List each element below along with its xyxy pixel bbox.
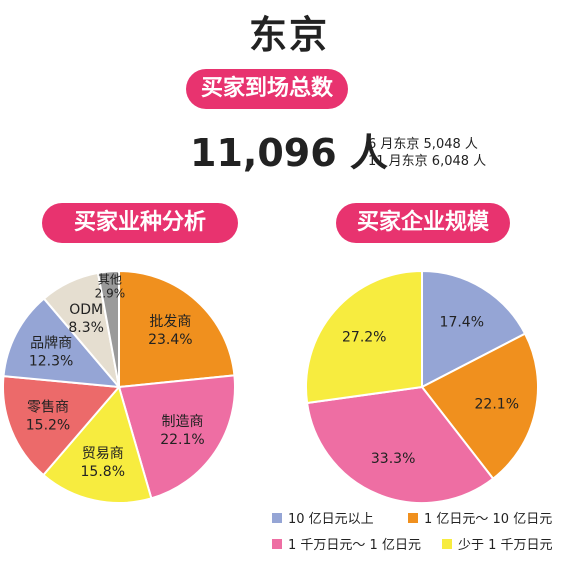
legend-item-3: 少于 1 千万日元	[442, 534, 553, 553]
total-visitors-value: 11,096 人	[190, 131, 388, 175]
page-title: 东京	[248, 13, 329, 57]
legend-item-1: 1 亿日元～ 10 亿日元	[408, 508, 552, 527]
pie-slice-1-2	[305, 385, 495, 504]
legend-item-2: 1 千万日元～ 1 亿日元	[272, 534, 421, 553]
june-visitors-text: 6 月东京 5,048 人	[368, 137, 478, 152]
pie-label-0-2: 贸易商 15.8%	[81, 446, 125, 480]
legend-label: 1 千万日元～ 1 亿日元	[288, 538, 421, 553]
pie-label-0-0: 批发商 23.4%	[148, 314, 192, 348]
pie-slice-0-3	[2, 374, 122, 477]
legend-label: 1 亿日元～ 10 亿日元	[424, 512, 553, 527]
legend-swatch	[272, 538, 282, 549]
pie-slice-1-0	[421, 269, 527, 389]
pie-slice-0-2	[41, 384, 153, 504]
industry-analysis-pill: 买家业种分析	[42, 203, 238, 243]
pie-slice-0-4	[2, 297, 122, 389]
pie-slice-1-1	[420, 332, 539, 481]
november-visitors-text: 11 月东京 6,048 人	[368, 154, 487, 169]
legend-item-0: 10 亿日元以上	[272, 508, 374, 527]
pie-slice-0-1	[117, 374, 236, 500]
pie-label-0-5: ODM 8.3%	[68, 302, 104, 336]
pie-label-1-1: 22.1%	[475, 396, 519, 412]
pie-label-0-1: 制造商 22.1%	[160, 414, 204, 448]
pie-label-0-4: 品牌商 12.3%	[29, 335, 73, 370]
pie-slice-0-6	[96, 269, 120, 388]
pie-label-1-0: 17.4%	[440, 315, 484, 331]
pie-label-0-6: 其他 2.9%	[95, 273, 126, 301]
total-visitors-pill: 买家到场总数	[186, 69, 348, 109]
pie-slice-0-0	[118, 269, 236, 389]
legend-label: 10 亿日元以上	[288, 512, 374, 527]
company-scale-pill: 买家企业规模	[336, 203, 510, 243]
pie-label-1-2: 33.3%	[371, 451, 415, 467]
legend-label: 少于 1 千万日元	[458, 538, 553, 553]
legend-swatch	[442, 538, 452, 549]
pie-label-1-3: 27.2%	[342, 330, 386, 346]
legend-swatch	[272, 512, 282, 523]
pie-slice-1-3	[305, 269, 423, 405]
legend-swatch	[408, 512, 418, 523]
pie-label-0-3: 零售商 15.2%	[26, 400, 70, 434]
